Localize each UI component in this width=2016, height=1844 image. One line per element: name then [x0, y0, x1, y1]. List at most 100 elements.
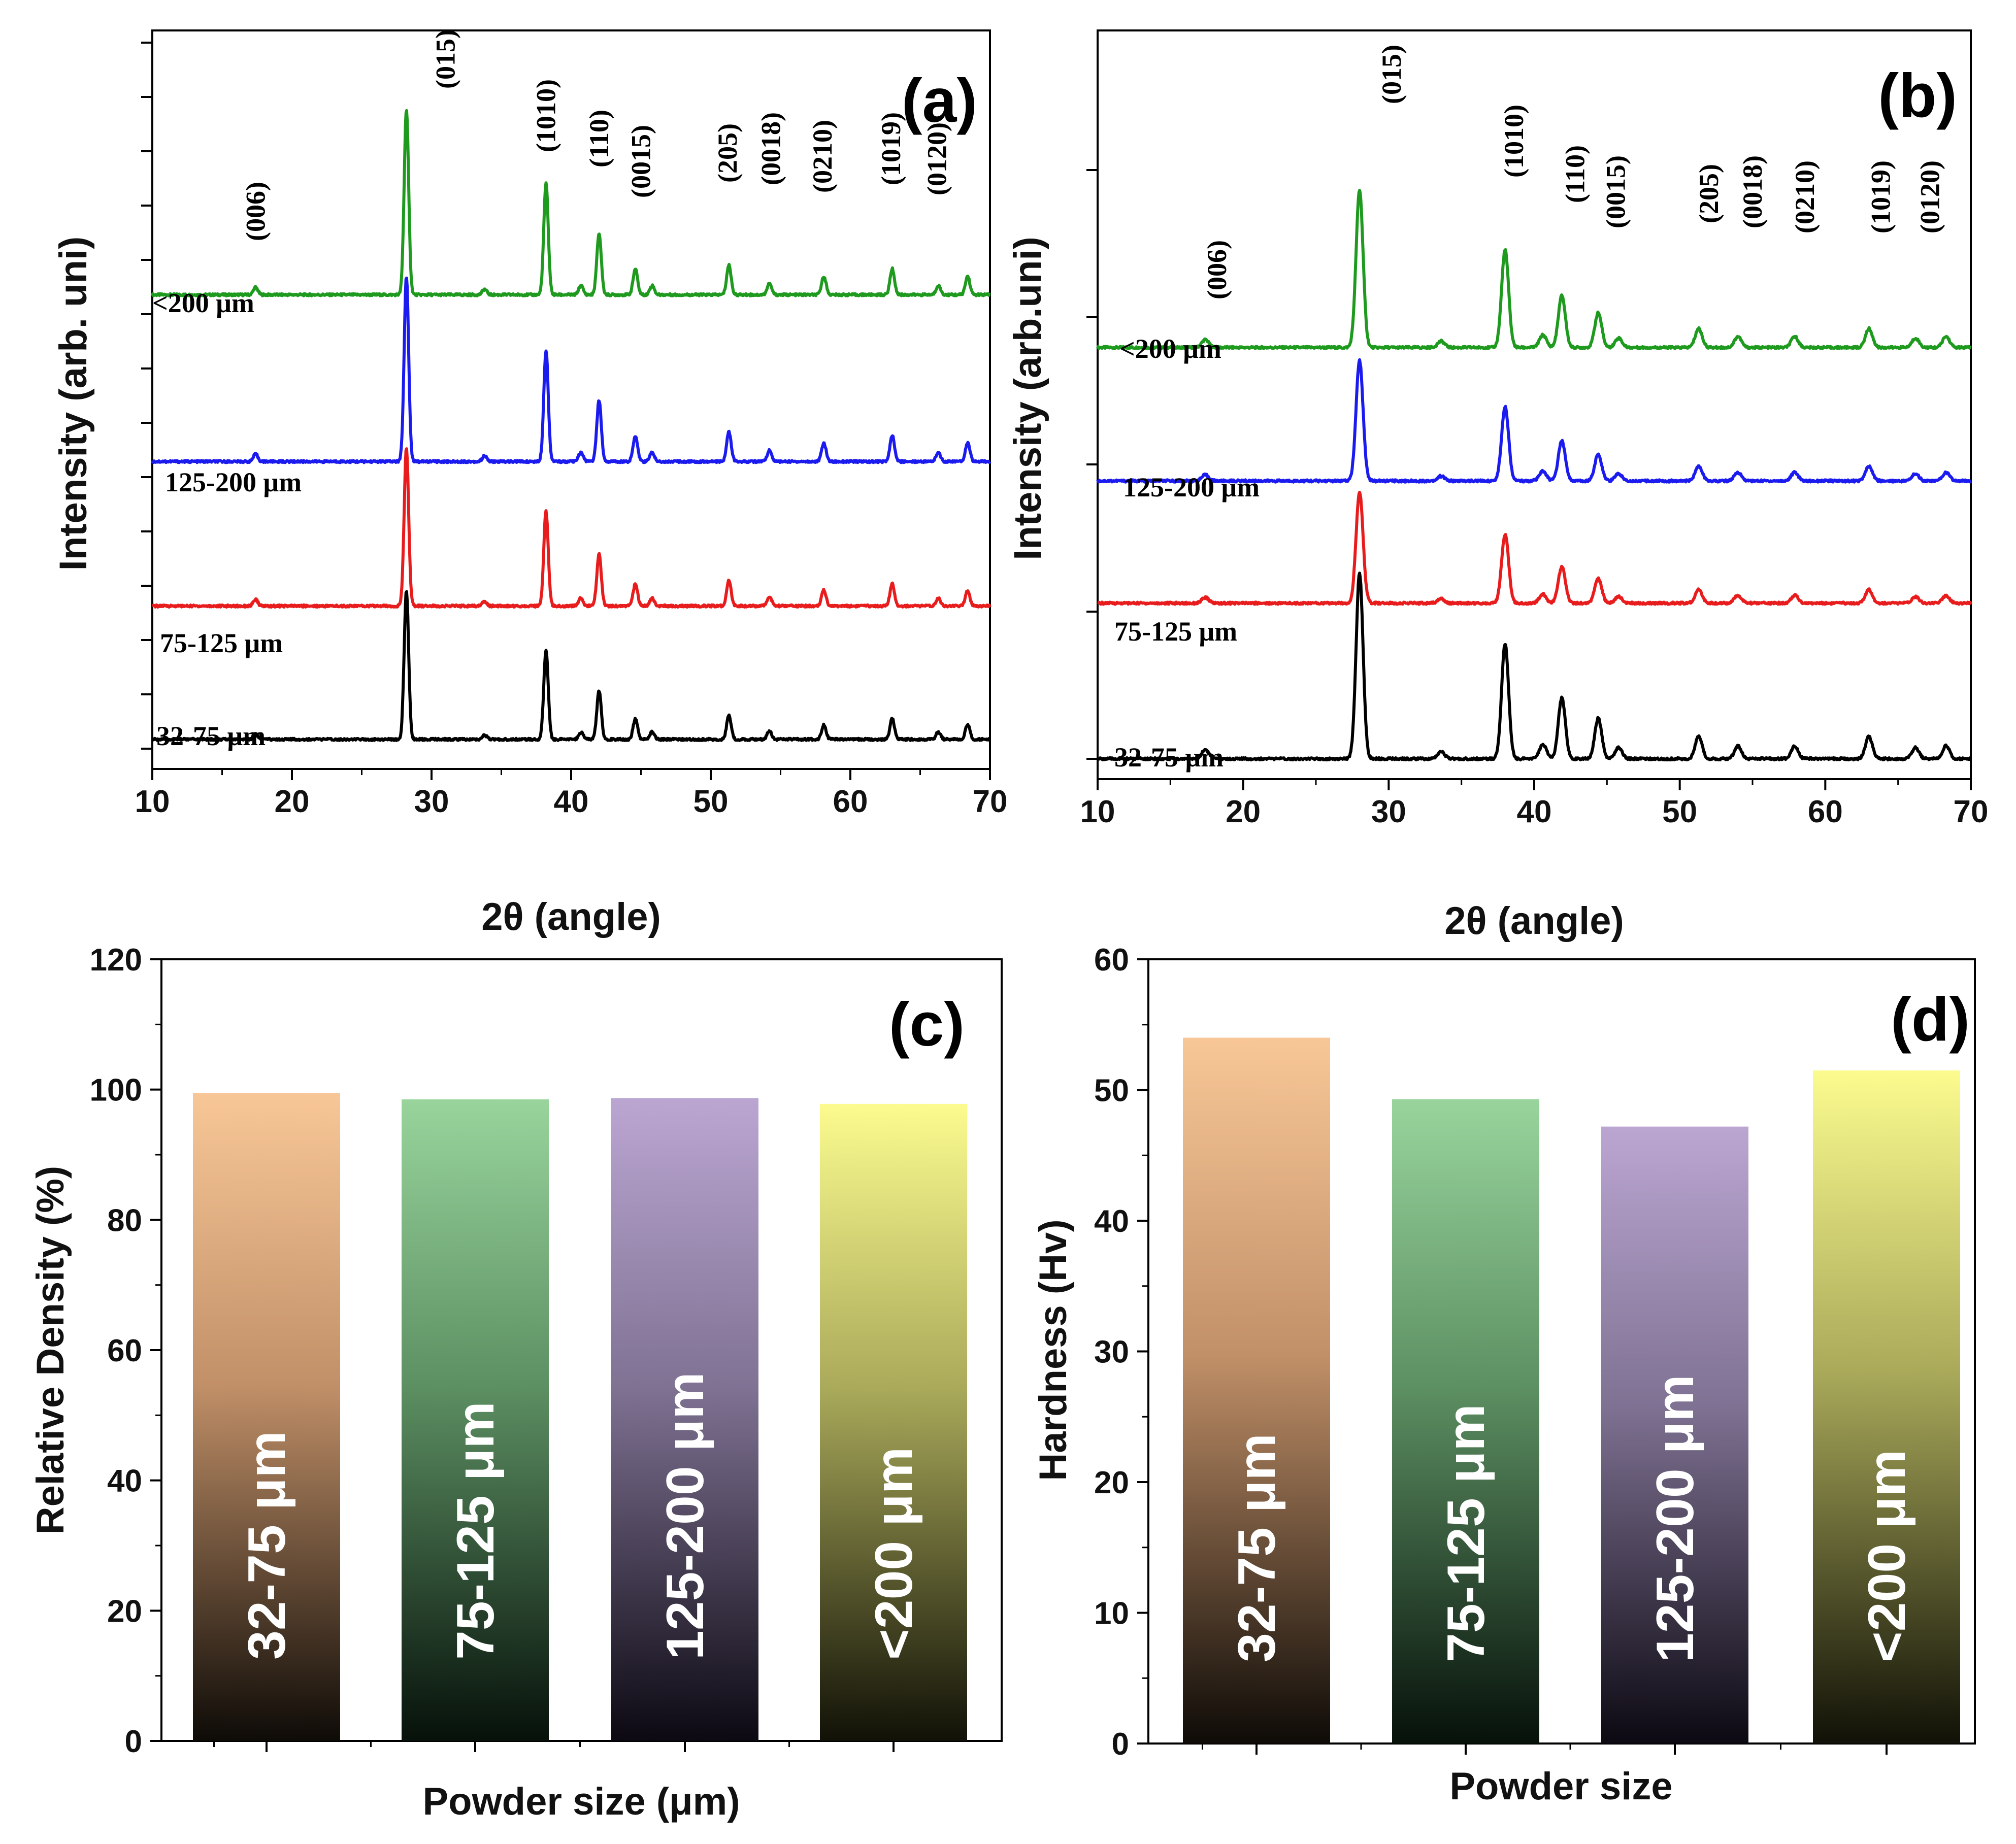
- bar-d-3: [1813, 1070, 1960, 1744]
- miller-a: (006) (015) (1010) (110) (0015) (205) (0018) (0…: [241, 29, 952, 241]
- xtick-label-a-40: 40: [554, 784, 589, 819]
- bar-labels-d: 32-75 μm 75-125 μm 125-200 μm <200 μm: [1228, 1374, 1916, 1662]
- trace-a-1: [151, 276, 992, 464]
- ytick-label-d-40: 40: [1094, 1204, 1129, 1239]
- bar-c-3: [820, 1103, 967, 1741]
- miller-label-b-4: (0015): [1601, 155, 1631, 228]
- traces-b: [1096, 189, 1972, 762]
- xtick-label-a-60: 60: [833, 784, 868, 819]
- panel-a: 10 20 30 40 50 60 70 (006) (015) (1010) (110) (001…: [52, 29, 1007, 938]
- miller-label-a-1: (015): [431, 29, 461, 89]
- miller-label-b-9: (0120): [1915, 160, 1945, 233]
- miller-label-b-3: (110): [1560, 145, 1590, 203]
- trace-a-0: [151, 109, 991, 297]
- xtick-label-a-20: 20: [275, 784, 310, 819]
- panel-label-b: (b): [1878, 61, 1957, 130]
- bars-c: [193, 1093, 967, 1741]
- xticks-c: [213, 1741, 895, 1752]
- xtick-label-b-30: 30: [1371, 794, 1406, 829]
- ytick-label-c-120: 120: [90, 943, 142, 978]
- x-axis-title-d: Powder size: [1449, 1765, 1672, 1808]
- bar-label-d-1: 75-125 μm: [1437, 1404, 1496, 1662]
- trace-label-b-blue: 125-200 μm: [1123, 472, 1260, 502]
- trace-label-a-blue: 125-200 μm: [165, 467, 302, 497]
- trace-b-3: [1096, 572, 1972, 762]
- bar-c-2: [611, 1098, 758, 1741]
- miller-label-a-4: (0015): [626, 125, 656, 198]
- ytick-label-c-60: 60: [107, 1333, 142, 1368]
- miller-label-b-7: (0210): [1790, 160, 1820, 233]
- y-axis-title-c: Relative Density (%): [29, 1166, 72, 1534]
- xtick-label-a-50: 50: [693, 784, 729, 819]
- trace-a-2: [151, 447, 992, 609]
- bar-c-0: [193, 1093, 340, 1741]
- miller-label-b-5: (205): [1694, 164, 1724, 223]
- trace-label-b-black: 32-75 μm: [1114, 742, 1224, 773]
- xtick-label-a-30: 30: [414, 784, 449, 819]
- ytick-label-c-80: 80: [107, 1203, 142, 1238]
- xticks-b: 10 20 30 40 50 60 70: [1080, 779, 1989, 829]
- trace-label-b-green: <200 μm: [1119, 333, 1221, 364]
- yticks-b: [1086, 169, 1098, 760]
- panel-d: 32-75 μm 75-125 μm 125-200 μm <200 μm 0 10 20…: [1032, 943, 1976, 1808]
- y-axis-title-a: Intensity (arb. uni): [52, 237, 95, 571]
- trace-label-a-black: 32-75 μm: [156, 721, 266, 751]
- xtick-label-b-20: 20: [1226, 794, 1261, 829]
- traces-a: [151, 109, 992, 742]
- miller-label-b-8: (1019): [1865, 160, 1896, 233]
- plot-frame-b: [1097, 29, 1972, 780]
- x-axis-title-a: 2θ (angle): [481, 895, 661, 938]
- x-axis-title-b: 2θ (angle): [1444, 899, 1624, 943]
- miller-label-a-8: (1019): [876, 112, 906, 185]
- ytick-label-d-60: 60: [1094, 943, 1129, 978]
- ytick-label-d-10: 10: [1094, 1596, 1129, 1631]
- panel-label-a: (a): [902, 66, 977, 135]
- ytick-label-c-100: 100: [90, 1073, 142, 1108]
- xtick-label-b-40: 40: [1517, 794, 1552, 829]
- panel-label-c: (c): [889, 990, 965, 1059]
- trace-b-2: [1097, 490, 1972, 606]
- trace-a-3: [151, 590, 991, 742]
- xticks-d: [1202, 1744, 1888, 1755]
- xtick-label-b-70: 70: [1954, 794, 1989, 829]
- ytick-label-d-50: 50: [1094, 1074, 1129, 1109]
- trace-label-a-green: <200 μm: [152, 288, 254, 318]
- miller-label-b-6: (0018): [1737, 155, 1768, 228]
- miller-label-a-7: (0210): [807, 120, 838, 193]
- ytick-label-d-0: 0: [1112, 1727, 1129, 1762]
- ytick-label-d-20: 20: [1094, 1465, 1129, 1500]
- ytick-label-c-20: 20: [107, 1594, 142, 1629]
- bar-label-c-2: 125-200 μm: [656, 1372, 715, 1660]
- xtick-label-b-10: 10: [1080, 794, 1115, 829]
- y-axis-title-b: Intensity (arb.uni): [1006, 237, 1049, 560]
- miller-label-a-5: (205): [712, 123, 743, 183]
- xticks-a: 10 20 30 40 50 60 70: [135, 769, 1008, 819]
- bar-label-c-3: <200 μm: [865, 1447, 923, 1660]
- yticks-c: 0 20 40 60 80 100 120: [90, 943, 161, 1759]
- miller-label-a-9: (0120): [922, 122, 952, 195]
- ytick-label-c-40: 40: [107, 1464, 142, 1499]
- ytick-label-d-30: 30: [1094, 1335, 1129, 1370]
- bar-label-c-0: 32-75 μm: [238, 1431, 296, 1660]
- trace-b-1: [1096, 358, 1972, 484]
- x-axis-title-c: Powder size (μm): [422, 1780, 740, 1823]
- xtick-label-b-50: 50: [1662, 794, 1697, 829]
- miller-label-a-2: (1010): [531, 79, 561, 152]
- y-axis-title-d: Hardness (Hv): [1032, 1219, 1075, 1481]
- bar-label-d-3: <200 μm: [1858, 1450, 1916, 1662]
- miller-label-a-6: (0018): [755, 112, 786, 185]
- xtick-label-a-70: 70: [973, 784, 1008, 819]
- panel-c: 32-75 μm 75-125 μm 125-200 μm <200 μm 0 20 40…: [29, 943, 1003, 1823]
- bar-labels-c: 32-75 μm 75-125 μm 125-200 μm <200 μm: [238, 1372, 923, 1660]
- miller-b: (006) (015) (1010) (110) (0015) (205) (0018) (0…: [1202, 45, 1945, 299]
- bar-d-0: [1183, 1037, 1330, 1744]
- xtick-label-a-10: 10: [135, 784, 170, 819]
- bar-label-d-0: 32-75 μm: [1228, 1433, 1286, 1662]
- bar-d-1: [1392, 1099, 1539, 1744]
- trace-label-a-red: 75-125 μm: [160, 628, 283, 658]
- ytick-label-c-0: 0: [125, 1724, 142, 1759]
- miller-label-b-0: (006): [1202, 240, 1232, 299]
- trace-b-0: [1096, 189, 1972, 350]
- bar-label-d-2: 125-200 μm: [1646, 1374, 1705, 1662]
